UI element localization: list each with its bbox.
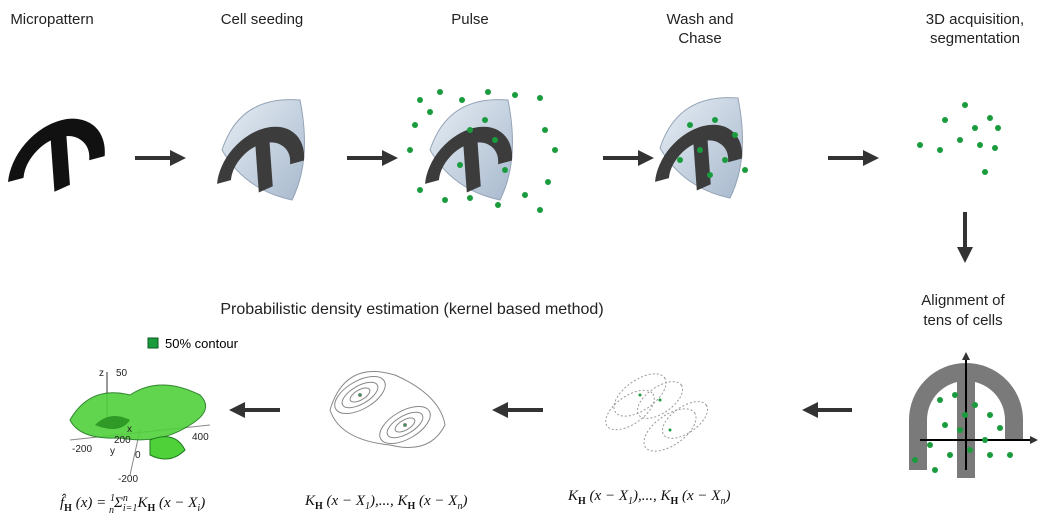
- formula: KH (x − X1),..., KH (x − Xn): [304, 493, 467, 512]
- individual-kernels: [599, 366, 714, 460]
- micropattern: [14, 118, 101, 201]
- cell: [222, 100, 305, 201]
- step-label: 3D acquisition,segmentation: [926, 11, 1024, 47]
- kernel-contours: [329, 369, 445, 451]
- axis-label: -200: [72, 444, 92, 455]
- alignment: [912, 355, 1035, 478]
- segmented-spots: [917, 102, 1001, 175]
- axis-label: x: [127, 424, 132, 435]
- step-label: Micropattern: [10, 11, 93, 28]
- diagram: Micropattern Cell seeding Pulse Wash and…: [0, 0, 1041, 521]
- legend-label: 50% contour: [165, 336, 239, 351]
- formula: KH (x − X1),..., KH (x − Xn): [567, 488, 730, 507]
- density-3d: z 50 x 200 y 400 -200 0 -200: [70, 368, 210, 485]
- axis-label: 50: [116, 368, 128, 379]
- axis-label: 0: [135, 450, 141, 461]
- density-title: Probabilistic density estimation (kernel…: [220, 301, 603, 318]
- axis-label: -200: [118, 474, 138, 485]
- legend-swatch: [148, 338, 158, 348]
- cell-pulse: [407, 89, 558, 213]
- step-label: Cell seeding: [221, 11, 304, 28]
- axis-label: 400: [192, 432, 209, 443]
- cell-chase: [660, 98, 748, 199]
- axis-label: z: [99, 368, 104, 379]
- axis-label: 200: [114, 435, 131, 446]
- step-label: Pulse: [451, 11, 489, 28]
- flow-arrows: [135, 158, 965, 410]
- axis-label: y: [110, 446, 115, 457]
